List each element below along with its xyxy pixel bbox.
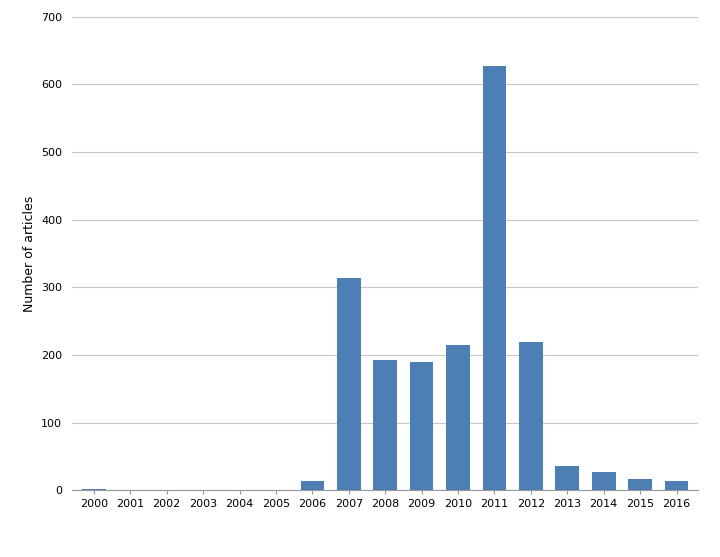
Bar [665,481,688,490]
Bar [374,360,397,490]
Bar [410,361,433,490]
Y-axis label: Number of articles: Number of articles [22,196,35,311]
Bar [300,481,324,490]
Bar [482,66,506,490]
Bar [519,342,543,490]
Bar [592,472,616,490]
Bar [446,345,470,490]
Bar [555,467,579,490]
Bar [629,478,652,490]
Bar [337,278,361,490]
